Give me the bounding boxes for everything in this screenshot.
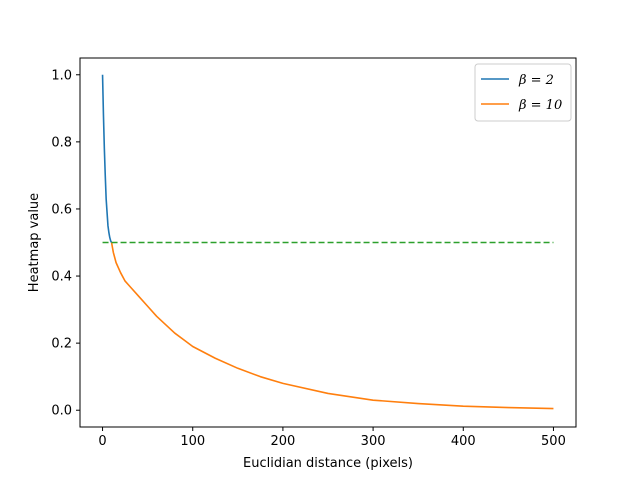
y-tick-label-2: 0.4 xyxy=(51,270,72,285)
x-tick-label-5: 500 xyxy=(541,434,566,449)
legend: β = 2 β = 10 xyxy=(474,63,572,122)
y-tick-label-5: 1.0 xyxy=(51,68,72,83)
y-tick-label-0: 0.0 xyxy=(51,404,72,419)
axes-frame xyxy=(79,57,577,428)
y-tick-label-3: 0.6 xyxy=(51,202,72,217)
y-axis-label: Heatmap value xyxy=(27,193,42,292)
series-line-0 xyxy=(101,74,113,243)
x-tick-label-3: 300 xyxy=(361,434,386,449)
legend-label-0: β = 2 xyxy=(518,73,554,88)
legend-label-1: β = 10 xyxy=(518,98,562,113)
x-tick-label-4: 400 xyxy=(451,434,476,449)
series-line-1 xyxy=(110,242,554,410)
x-tick-label-2: 200 xyxy=(270,434,295,449)
x-tick-label-1: 100 xyxy=(180,434,205,449)
x-tick-label-0: 0 xyxy=(98,434,106,449)
ticks-layer: 0 100 200 300 400 500 0.0 0.2 0.4 0.6 0.8 1.0 xyxy=(51,68,566,449)
y-tick-label-1: 0.2 xyxy=(51,337,72,352)
x-axis-label: Euclidian distance (pixels) xyxy=(243,456,413,471)
series-layer xyxy=(101,74,554,410)
y-tick-label-4: 0.8 xyxy=(51,135,72,150)
